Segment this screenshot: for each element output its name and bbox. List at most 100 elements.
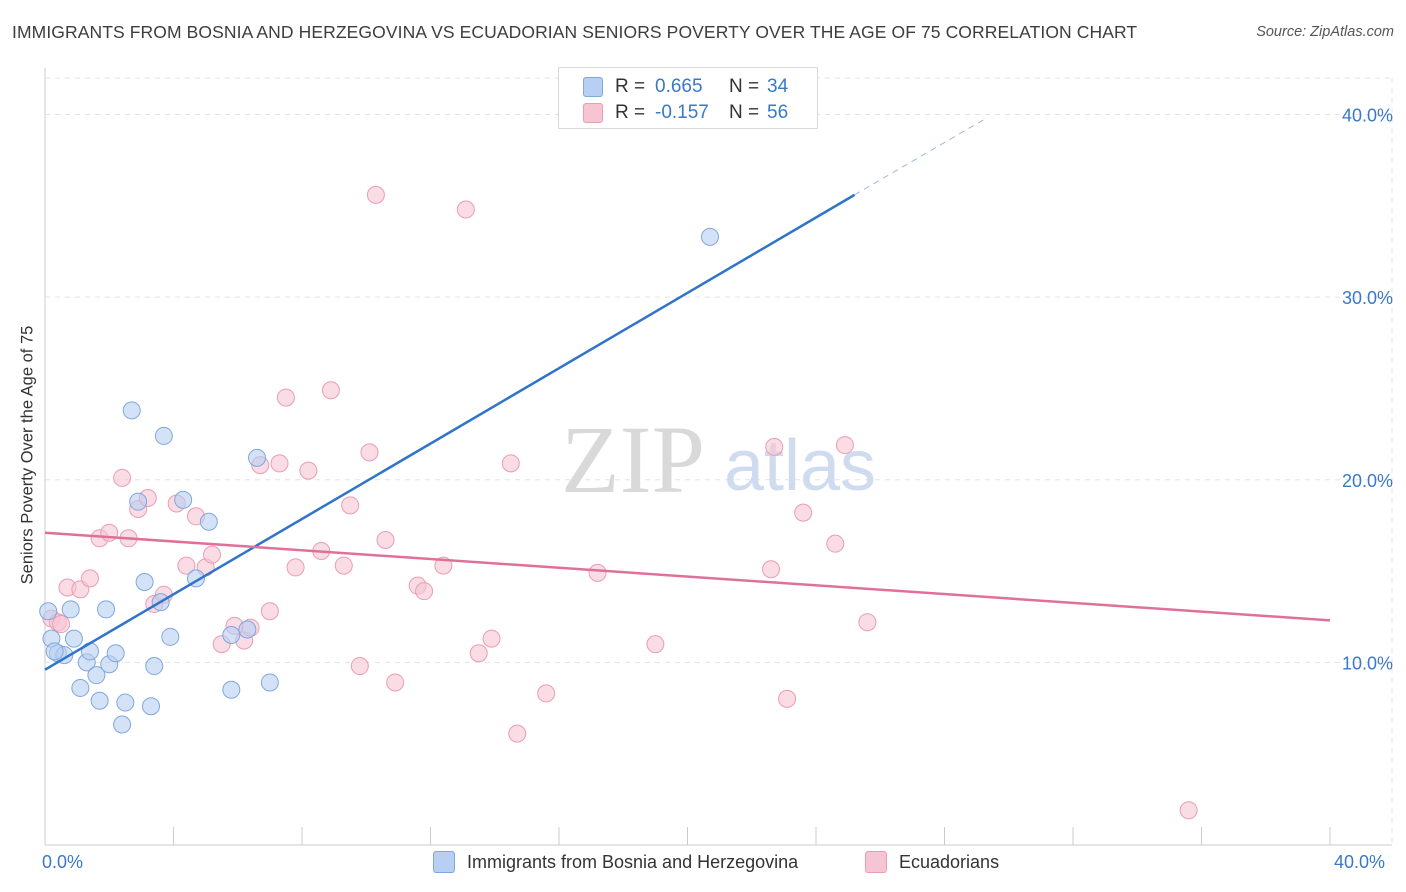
trend-line-ecuadorians bbox=[44, 531, 1331, 622]
series-legend-item-bosnia: Immigrants from Bosnia and Herzegovina bbox=[433, 851, 798, 873]
series-legend-label-ecuadorians: Ecuadorians bbox=[899, 851, 1000, 872]
data-point-ecuadorians bbox=[177, 556, 196, 575]
data-point-ecuadorians bbox=[299, 461, 318, 480]
data-point-ecuadorians bbox=[415, 582, 434, 601]
data-point-bosnia bbox=[222, 680, 241, 699]
data-point-ecuadorians bbox=[270, 454, 289, 473]
data-point-bosnia bbox=[199, 512, 218, 531]
data-point-bosnia bbox=[135, 573, 154, 592]
legend-n-label-blue: N = bbox=[729, 76, 760, 97]
ecuadorians-points bbox=[42, 185, 1198, 820]
y-tick-label: 10.0% bbox=[1342, 653, 1393, 673]
data-point-bosnia bbox=[174, 490, 193, 509]
series-legend: Immigrants from Bosnia and Herzegovina E… bbox=[0, 851, 1406, 879]
data-point-bosnia bbox=[129, 492, 148, 511]
chart-source: Source: ZipAtlas.com bbox=[1256, 24, 1394, 40]
x-tick-label-max: 40.0% bbox=[1334, 852, 1386, 872]
trend-line-bosnia bbox=[44, 193, 856, 671]
data-point-bosnia bbox=[700, 227, 719, 246]
data-point-bosnia bbox=[122, 401, 141, 420]
data-point-ecuadorians bbox=[765, 437, 784, 456]
data-point-ecuadorians bbox=[276, 388, 295, 407]
data-point-bosnia bbox=[248, 448, 267, 467]
data-point-ecuadorians bbox=[456, 200, 475, 219]
data-point-ecuadorians bbox=[778, 689, 797, 708]
data-point-bosnia bbox=[260, 673, 279, 692]
data-point-ecuadorians bbox=[386, 673, 405, 692]
y-tick-label: 30.0% bbox=[1342, 288, 1393, 308]
data-point-ecuadorians bbox=[762, 560, 781, 579]
data-point-ecuadorians bbox=[52, 615, 71, 634]
data-point-ecuadorians bbox=[360, 443, 379, 462]
data-point-ecuadorians bbox=[826, 534, 845, 553]
legend-n-label-pink: N = bbox=[729, 102, 760, 123]
data-point-ecuadorians bbox=[350, 657, 369, 676]
data-point-ecuadorians bbox=[286, 558, 305, 577]
legend-r-value-blue: 0.665 bbox=[655, 76, 703, 97]
data-point-ecuadorians bbox=[366, 185, 385, 204]
data-point-bosnia bbox=[154, 426, 173, 445]
data-point-ecuadorians bbox=[1179, 801, 1198, 820]
data-point-bosnia bbox=[61, 600, 80, 619]
data-point-ecuadorians bbox=[588, 563, 607, 582]
data-point-bosnia bbox=[90, 691, 109, 710]
data-point-ecuadorians bbox=[508, 724, 527, 743]
grid-lines bbox=[45, 77, 1393, 845]
data-point-ecuadorians bbox=[537, 684, 556, 703]
data-point-ecuadorians bbox=[835, 436, 854, 455]
y-axis-label: Seniors Poverty Over the Age of 75 bbox=[18, 325, 37, 585]
data-point-bosnia bbox=[39, 602, 58, 621]
data-point-ecuadorians bbox=[80, 569, 99, 588]
trend-lines bbox=[44, 117, 1331, 671]
data-point-bosnia bbox=[71, 678, 90, 697]
data-point-ecuadorians bbox=[794, 503, 813, 522]
data-point-ecuadorians bbox=[203, 545, 222, 564]
legend-row-blue: R = 0.665 N = 34 bbox=[583, 75, 788, 99]
data-point-bosnia bbox=[64, 629, 83, 648]
data-point-bosnia bbox=[161, 627, 180, 646]
data-point-bosnia bbox=[142, 697, 161, 716]
y-tick-labels: 10.0% 20.0% 30.0% 40.0% bbox=[1342, 106, 1393, 674]
data-point-ecuadorians bbox=[113, 468, 132, 487]
data-point-ecuadorians bbox=[646, 635, 665, 654]
trend-line-bosnia-extension bbox=[854, 117, 987, 196]
series-legend-item-ecuadorians: Ecuadorians bbox=[865, 851, 999, 873]
axes bbox=[44, 68, 1392, 846]
legend-r-label-pink: R = bbox=[615, 102, 646, 123]
data-point-ecuadorians bbox=[334, 556, 353, 575]
data-point-bosnia bbox=[238, 620, 257, 639]
data-point-bosnia bbox=[113, 715, 132, 734]
y-tick-label: 40.0% bbox=[1342, 106, 1393, 126]
legend-n-value-pink: 56 bbox=[767, 102, 789, 123]
data-point-ecuadorians bbox=[376, 531, 395, 550]
watermark-zip: ZIP bbox=[561, 406, 705, 513]
bosnia-points bbox=[39, 227, 719, 734]
legend-swatch-pink bbox=[583, 103, 603, 123]
data-point-ecuadorians bbox=[321, 381, 340, 400]
data-point-ecuadorians bbox=[469, 644, 488, 663]
data-point-ecuadorians bbox=[260, 602, 279, 621]
correlation-legend: R = 0.665 N = 34 R = -0.157 N = 56 bbox=[558, 67, 818, 129]
legend-n-value-blue: 34 bbox=[767, 76, 789, 97]
y-tick-label: 20.0% bbox=[1342, 471, 1393, 491]
data-point-bosnia bbox=[106, 644, 125, 663]
data-point-bosnia bbox=[116, 693, 135, 712]
watermark: ZIP atlas bbox=[561, 406, 876, 513]
data-point-ecuadorians bbox=[858, 613, 877, 632]
data-point-bosnia bbox=[222, 625, 241, 644]
data-point-ecuadorians bbox=[482, 629, 501, 648]
data-point-ecuadorians bbox=[341, 496, 360, 515]
data-point-ecuadorians bbox=[501, 454, 520, 473]
legend-swatch-blue bbox=[583, 77, 603, 97]
x-tick-label-min: 0.0% bbox=[42, 852, 84, 872]
series-legend-swatch-ecuadorians bbox=[865, 851, 887, 873]
legend-r-value-pink: -0.157 bbox=[655, 102, 709, 123]
series-legend-swatch-bosnia bbox=[433, 851, 455, 873]
data-point-bosnia bbox=[87, 666, 106, 685]
series-legend-label-bosnia: Immigrants from Bosnia and Herzegovina bbox=[467, 851, 799, 872]
legend-r-label-blue: R = bbox=[615, 76, 646, 97]
legend-row-pink: R = -0.157 N = 56 bbox=[583, 101, 788, 125]
data-point-bosnia bbox=[45, 642, 64, 661]
chart-title: IMMIGRANTS FROM BOSNIA AND HERZEGOVINA V… bbox=[12, 22, 1138, 42]
